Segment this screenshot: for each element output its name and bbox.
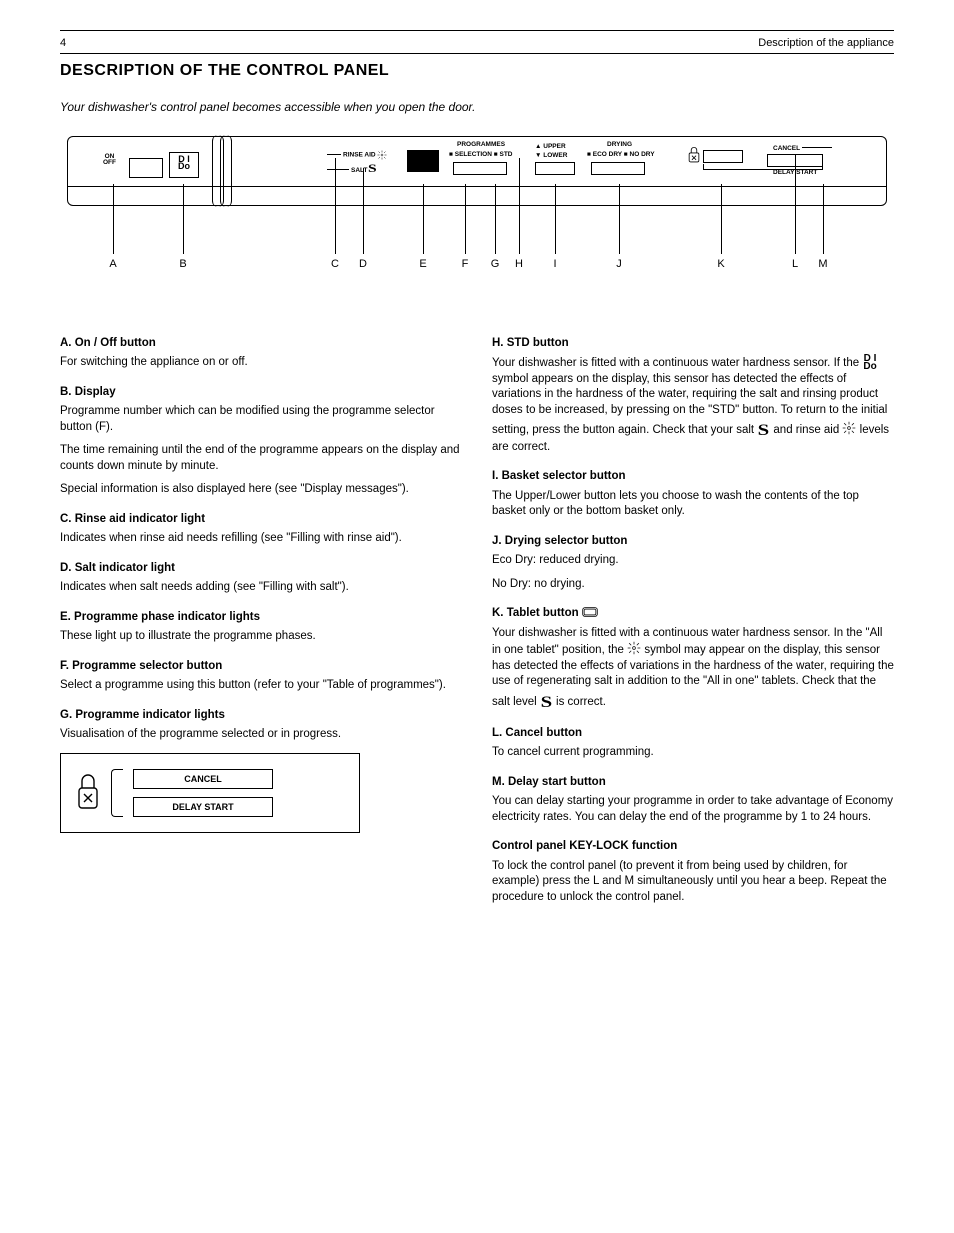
right-column: H. STD button Your dishwasher is fitted … xyxy=(492,336,894,914)
heading-l: L. Cancel button xyxy=(492,726,894,742)
heading-j: J. Drying selector button xyxy=(492,534,894,550)
heading-b: B. Display xyxy=(60,385,462,401)
heading-d: D. Salt indicator light xyxy=(60,561,462,577)
heading-g: G. Programme indicator lights xyxy=(60,708,462,724)
text-d: Indicates when salt needs adding (see "F… xyxy=(60,580,462,596)
callout-l: L xyxy=(792,258,798,270)
display: D IDo xyxy=(169,152,199,178)
left-column: A. On / Off button For switching the app… xyxy=(60,336,462,914)
text-j2: No Dry: no drying. xyxy=(492,577,894,593)
text-i: The Upper/Lower button lets you choose t… xyxy=(492,489,894,520)
text-keylock: To lock the control panel (to prevent it… xyxy=(492,859,894,906)
keylock-icon xyxy=(687,146,701,166)
text-a: For switching the appliance on or off. xyxy=(60,355,462,371)
callout-h: H xyxy=(515,258,523,270)
control-panel-diagram: ON OFF D IDo RINSE AID SALT S PROGRAMMES… xyxy=(67,136,887,306)
heading-c: C. Rinse aid indicator light xyxy=(60,512,462,528)
callout-d: D xyxy=(359,258,367,270)
eco-dry-label: ECO DRY xyxy=(593,151,622,158)
rinse-aid-label: RINSE AID xyxy=(327,150,387,160)
text-b1: Programme number which can be modified u… xyxy=(60,404,462,435)
text-j1: Eco Dry: reduced drying. xyxy=(492,553,894,569)
programme-button[interactable] xyxy=(453,162,507,175)
running-head: Description of the appliance xyxy=(758,37,894,49)
heading-k: K. Tablet button xyxy=(492,606,894,622)
std-label: STD xyxy=(499,151,512,158)
no-dry-label: NO DRY xyxy=(630,151,655,158)
upper-label: UPPER xyxy=(543,143,565,150)
lower-label: LOWER xyxy=(543,152,567,159)
text-m: You can delay starting your programme in… xyxy=(492,794,894,825)
rinse-aid-icon xyxy=(842,424,856,436)
basket-button[interactable] xyxy=(535,162,575,175)
page-title: DESCRIPTION OF THE CONTROL PANEL xyxy=(60,53,894,80)
heading-e: E. Programme phase indicator lights xyxy=(60,610,462,626)
programmes-label: PROGRAMMES xyxy=(457,142,505,149)
heading-h: H. STD button xyxy=(492,336,894,352)
on-off-button[interactable] xyxy=(129,158,163,178)
heading-keylock: Control panel KEY-LOCK function xyxy=(492,839,894,855)
keylock-cancel-button[interactable]: CANCEL xyxy=(133,769,273,789)
cancel-label: CANCEL xyxy=(773,145,800,152)
callout-i: I xyxy=(553,258,556,270)
text-b2: The time remaining until the end of the … xyxy=(60,443,462,474)
text-b3: Special information is also displayed he… xyxy=(60,482,462,498)
salt-icon: S xyxy=(755,420,772,442)
rinse-aid-icon xyxy=(377,150,387,160)
callout-m: M xyxy=(818,258,827,270)
text-g: Visualisation of the programme selected … xyxy=(60,727,462,743)
intro-text: Your dishwasher's control panel becomes … xyxy=(60,100,894,116)
drying-label: DRYING xyxy=(607,142,632,149)
heading-i: I. Basket selector button xyxy=(492,469,894,485)
text-l: To cancel current programming. xyxy=(492,745,894,761)
heading-m: M. Delay start button xyxy=(492,775,894,791)
text-c: Indicates when rinse aid needs refilling… xyxy=(60,531,462,547)
heading-f: F. Programme selector button xyxy=(60,659,462,675)
callout-c: C xyxy=(331,258,339,270)
salt-icon: S xyxy=(368,162,377,174)
drying-button[interactable] xyxy=(591,162,645,175)
callout-e: E xyxy=(419,258,426,270)
keylock-delay-button[interactable]: DELAY START xyxy=(133,797,273,817)
dio-icon: D IDo xyxy=(862,355,877,371)
heading-a: A. On / Off button xyxy=(60,336,462,352)
keylock-icon xyxy=(75,768,101,818)
callout-g: G xyxy=(491,258,500,270)
tablet-button[interactable] xyxy=(703,150,743,163)
text-h: Your dishwasher is fitted with a continu… xyxy=(492,355,894,455)
callout-k: K xyxy=(717,258,724,270)
salt-icon: S xyxy=(538,692,555,714)
on-off-label: ON OFF xyxy=(103,154,116,167)
callout-b: B xyxy=(179,258,186,270)
rinse-aid-icon xyxy=(627,644,641,656)
text-f: Select a programme using this button (re… xyxy=(60,678,462,694)
callout-j: J xyxy=(616,258,622,270)
tablet-icon xyxy=(582,607,598,619)
callout-a: A xyxy=(109,258,116,270)
page-number: 4 xyxy=(60,37,66,49)
callout-f: F xyxy=(462,258,469,270)
text-k: Your dishwasher is fitted with a continu… xyxy=(492,626,894,712)
text-e: These light up to illustrate the program… xyxy=(60,629,462,645)
phase-lights xyxy=(407,150,439,172)
keylock-diagram: CANCEL DELAY START xyxy=(60,753,360,833)
selection-label: SELECTION xyxy=(455,151,492,158)
